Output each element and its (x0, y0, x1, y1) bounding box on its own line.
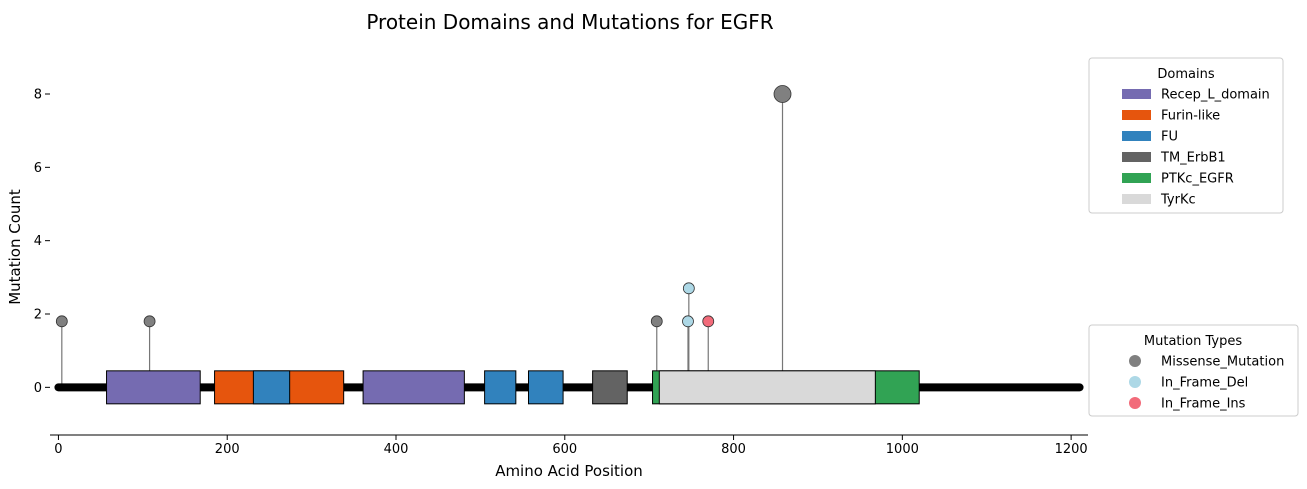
x-tick-label-600: 600 (552, 442, 577, 457)
domains-legend-title: Domains (1157, 67, 1214, 82)
mutations-legend-frame (1088, 324, 1299, 417)
mutation-point-1 (143, 315, 156, 328)
x-tick-label-800: 800 (721, 442, 746, 457)
mutation-point-6 (773, 85, 792, 103)
plot-area (54, 85, 1084, 405)
chart-title: Protein Domains and Mutations for EGFR (366, 10, 773, 34)
x-tick-label-1000: 1000 (886, 442, 919, 457)
mutation-point-2 (650, 315, 663, 328)
legend-swatch-recep-l-domain (1122, 89, 1151, 99)
legend-label-ptkc-egfr: PTKc_EGFR (1161, 172, 1234, 187)
legend-swatch-furin-like (1122, 110, 1151, 120)
mutation-point-4 (682, 282, 695, 295)
mutation-point-5 (702, 315, 715, 328)
legend-swatch-tm-erbb1 (1122, 152, 1151, 162)
y-tick-label-0: 0 (34, 381, 42, 396)
domains-legend: Domains Recep_L_domain Furin-like FU TM_Erb… (1088, 57, 1284, 214)
domain-tm-erbb1-6 (592, 370, 628, 405)
mutations-legend-title: Mutation Types (1144, 334, 1242, 349)
legend-label-recep-l-domain: Recep_L_domain (1161, 88, 1270, 103)
x-tick-label-0: 0 (54, 442, 62, 457)
domain-tyrkc-8 (658, 370, 876, 405)
domain-fu-5 (527, 370, 564, 405)
y-tick-label-8: 8 (34, 88, 42, 103)
domain-recep-l-domain-3 (362, 370, 465, 405)
legend-label-tyrkc: TyrKc (1160, 193, 1196, 208)
legend-swatch-ptkc-egfr (1122, 173, 1151, 183)
y-tick-label-4: 4 (34, 234, 42, 249)
x-tick-label-1200: 1200 (1055, 442, 1088, 457)
mutation-point-0 (55, 315, 68, 328)
domain-fu-2 (252, 370, 291, 405)
legend-label-furin-like: Furin-like (1161, 109, 1220, 124)
x-tick-label-200: 200 (215, 442, 240, 457)
x-tick-label-400: 400 (384, 442, 409, 457)
y-tick-label-2: 2 (34, 308, 42, 323)
legend-label-tm-erbb1: TM_ErbB1 (1160, 151, 1226, 166)
legend-label-fu: FU (1161, 130, 1178, 145)
y-tick-label-6: 6 (34, 161, 42, 176)
domain-fu-4 (484, 370, 517, 405)
legend-marker-in-frame-del (1129, 376, 1141, 388)
legend-marker-missense-mutation (1129, 355, 1141, 367)
legend-marker-in-frame-ins (1129, 397, 1141, 409)
legend-swatch-tyrkc (1122, 194, 1151, 204)
x-axis-label: Amino Acid Position (495, 462, 643, 480)
legend-label-in-frame-ins: In_Frame_Ins (1161, 397, 1246, 412)
mutations-legend: Mutation Types Missense_Mutation In_Frame… (1088, 324, 1299, 417)
y-axis-label: Mutation Count (6, 189, 24, 305)
domain-recep-l-domain-0 (106, 370, 201, 405)
mutation-point-3 (682, 315, 694, 328)
legend-label-missense-mutation: Missense_Mutation (1161, 355, 1284, 370)
y-axis-ticks: 0 2 4 6 8 (34, 88, 50, 396)
legend-label-in-frame-del: In_Frame_Del (1161, 376, 1248, 391)
x-axis-ticks: 0 200 400 600 800 1000 1200 (54, 435, 1088, 457)
legend-swatch-fu (1122, 131, 1151, 141)
